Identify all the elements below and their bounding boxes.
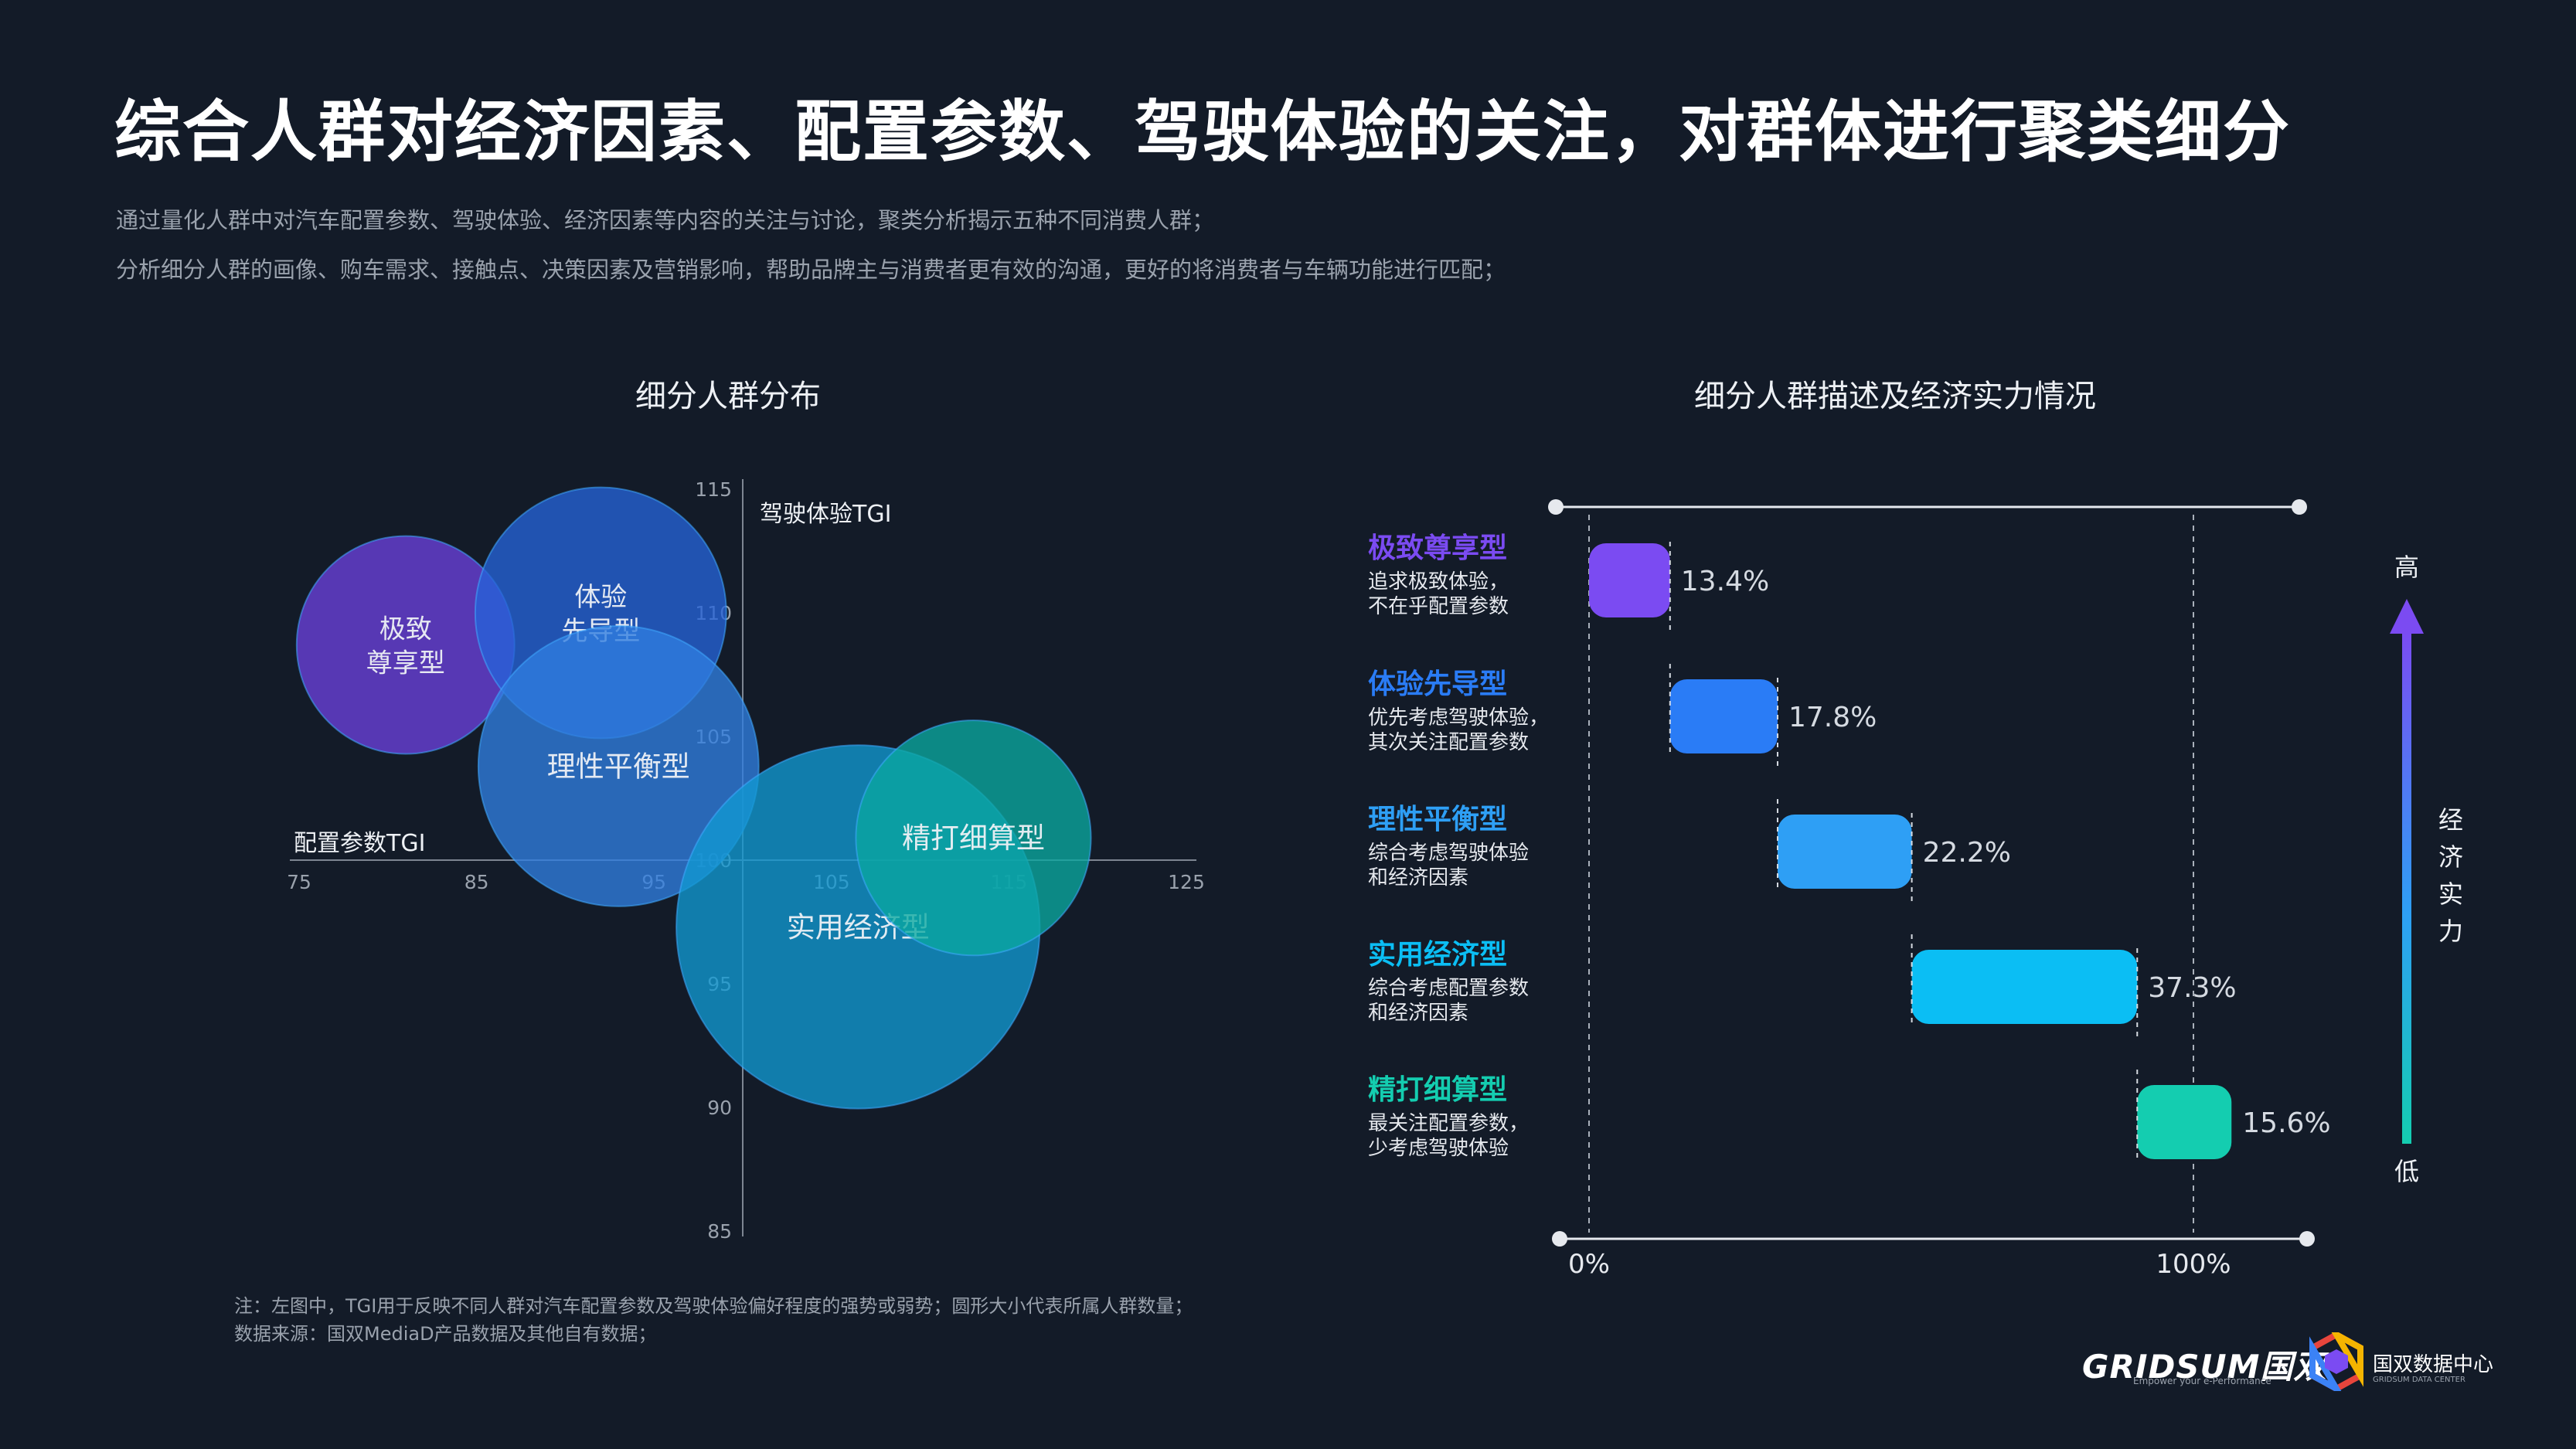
description-line-1: 通过量化人群中对汽车配置参数、驾驶体验、经济因素等内容的关注与讨论，聚类分析揭示… (116, 207, 1215, 233)
y-tick-label: 85 (707, 1220, 732, 1243)
bubble-label: 尊享型 (366, 648, 445, 679)
bottom-rule-end-dot (1552, 1231, 1567, 1247)
segment-description: 最关注配置参数， 少考虑驾驶体验 (1368, 1112, 1530, 1160)
segment-name: 实用经济型 (1368, 939, 1508, 971)
econ-axis-arrow-icon (2390, 599, 2424, 634)
tick-label-100: 100% (2156, 1249, 2231, 1280)
econ-axis-bar (2402, 630, 2411, 1144)
bubble-label: 理性平衡型 (547, 750, 690, 783)
segment-bar-实用经济型 (1911, 950, 2138, 1024)
segment-description: 综合考虑配置参数 和经济因素 (1368, 977, 1530, 1025)
datacenter-name: 国双数据中心 (2373, 1353, 2494, 1376)
segment-name: 体验先导型 (1368, 668, 1508, 700)
bubble-label: 体验 (574, 582, 627, 613)
econ-axis-label-char: 实 (2438, 879, 2463, 909)
description-line-2: 分析细分人群的画像、购车需求、接触点、决策因素及营销影响，帮助品牌主与消费者更有… (116, 257, 1506, 283)
segment-value-label: 37.3% (2148, 972, 2236, 1004)
segment-description: 追求极致体验， 不在乎配置参数 (1368, 570, 1509, 618)
segment-name: 理性平衡型 (1368, 804, 1508, 835)
segment-bar-精打细算型 (2137, 1085, 2232, 1159)
econ-axis-low: 低 (2394, 1157, 2419, 1186)
bubble-label: 极致 (379, 614, 432, 645)
x-axis-label: 配置参数TGI (294, 830, 425, 857)
segment-name: 极致尊享型 (1368, 532, 1508, 564)
x-tick-label: 85 (464, 871, 489, 893)
econ-axis-label-char: 力 (2438, 917, 2463, 946)
data-source-note: 数据来源：国双MediaD产品数据及其他自有数据； (234, 1323, 657, 1345)
bubble-chart-title: 细分人群分布 (635, 379, 821, 414)
page-title: 综合人群对经济因素、配置参数、驾驶体验的关注，对群体进行聚类细分 (114, 94, 2291, 171)
segment-value-label: 15.6% (2242, 1107, 2330, 1139)
segment-value-label: 22.2% (1923, 837, 2011, 869)
econ-axis-high: 高 (2394, 553, 2419, 582)
segment-description: 优先考虑驾驶体验， 其次关注配置参数 (1368, 706, 1550, 754)
bottom-rule-end-dot (2299, 1231, 2315, 1247)
segment-value-label: 17.8% (1788, 702, 1877, 733)
top-rule-end-dot (1548, 499, 1564, 515)
y-tick-label: 115 (695, 478, 732, 501)
x-tick-label: 125 (1168, 871, 1205, 893)
bubble-精打细算型 (855, 719, 1092, 957)
bar-chart-title: 细分人群描述及经济实力情况 (1694, 379, 2096, 414)
segment-bar-极致尊享型 (1589, 543, 1670, 617)
segment-value-label: 13.4% (1681, 566, 1769, 597)
x-tick-label: 75 (287, 871, 311, 893)
segment-description: 综合考虑驾驶体验 和经济因素 (1368, 842, 1530, 889)
gridsum-logo: GRIDSUM国双 (2082, 1348, 2327, 1386)
econ-axis-label-char: 济 (2438, 842, 2463, 872)
chart-note: 注：左图中，TGI用于反映不同人群对汽车配置参数及驾驶体验偏好程度的强势或弱势；… (234, 1295, 1193, 1317)
segment-bar-理性平衡型 (1777, 815, 1912, 889)
gridsum-tagline: Empower your e-Performance (2133, 1376, 2271, 1386)
datacenter-hexagon-icon (2309, 1332, 2363, 1391)
segment-name: 精打细算型 (1368, 1074, 1508, 1106)
bubble-理性平衡型 (477, 625, 760, 907)
econ-axis-label-char: 经 (2438, 805, 2463, 835)
y-tick-label: 90 (707, 1097, 732, 1119)
tick-label-0: 0% (1568, 1249, 1610, 1280)
datacenter-subtitle: GRIDSUM DATA CENTER (2373, 1376, 2465, 1384)
top-rule-end-dot (2292, 499, 2307, 515)
bubble-label: 精打细算型 (902, 821, 1045, 855)
y-axis-label: 驾驶体验TGI (760, 501, 891, 528)
segment-bar-体验先导型 (1669, 679, 1778, 753)
